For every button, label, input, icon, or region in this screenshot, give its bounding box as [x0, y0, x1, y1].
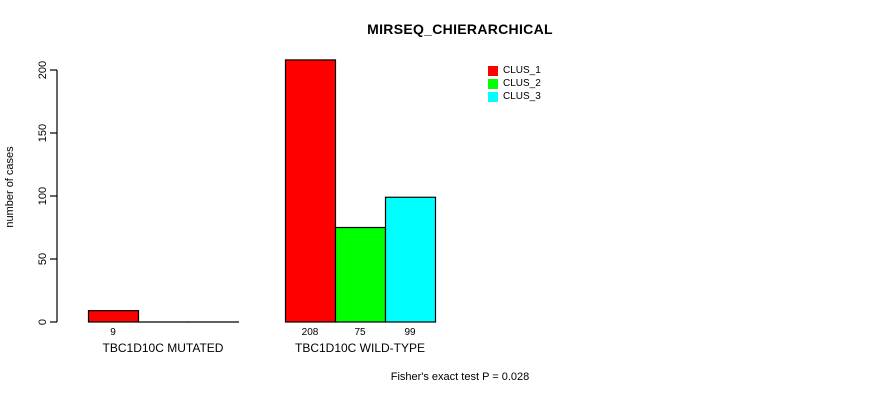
bar-value-label: 208: [302, 327, 319, 338]
legend-label: CLUS_2: [503, 77, 541, 89]
legend-swatch-icon: [488, 91, 498, 102]
legend-label: CLUS_3: [503, 90, 541, 102]
y-axis-tick-label: 150: [37, 124, 49, 142]
legend-swatch-icon: [488, 78, 498, 89]
y-axis-tick-label: 0: [37, 319, 49, 325]
y-axis-tick-label: 100: [37, 187, 49, 205]
legend-item: CLUS_1: [488, 64, 541, 77]
group-label: TBC1D10C WILD-TYPE: [295, 341, 425, 355]
y-axis-tick-label: 200: [37, 61, 49, 79]
bar-clus_2: [334, 226, 387, 323]
bar-clus_1: [87, 310, 140, 323]
y-axis-tick-label: 50: [37, 253, 49, 265]
bar-clus_3: [384, 196, 437, 323]
bar-value-label: 9: [110, 327, 116, 338]
bar-value-label: 99: [404, 327, 416, 338]
bar-clus_1: [284, 59, 337, 323]
bar-value-label: 75: [354, 327, 366, 338]
footnote-text: Fisher's exact test P = 0.028: [390, 371, 530, 383]
legend-swatch-icon: [488, 65, 498, 76]
legend-item: CLUS_2: [488, 77, 541, 90]
legend: CLUS_1 CLUS_2 CLUS_3: [488, 64, 541, 103]
legend-item: CLUS_3: [488, 90, 541, 103]
group-label: TBC1D10C MUTATED: [103, 341, 224, 355]
chart-title: MIRSEQ_CHIERARCHICAL: [367, 21, 553, 37]
legend-label: CLUS_1: [503, 64, 541, 76]
